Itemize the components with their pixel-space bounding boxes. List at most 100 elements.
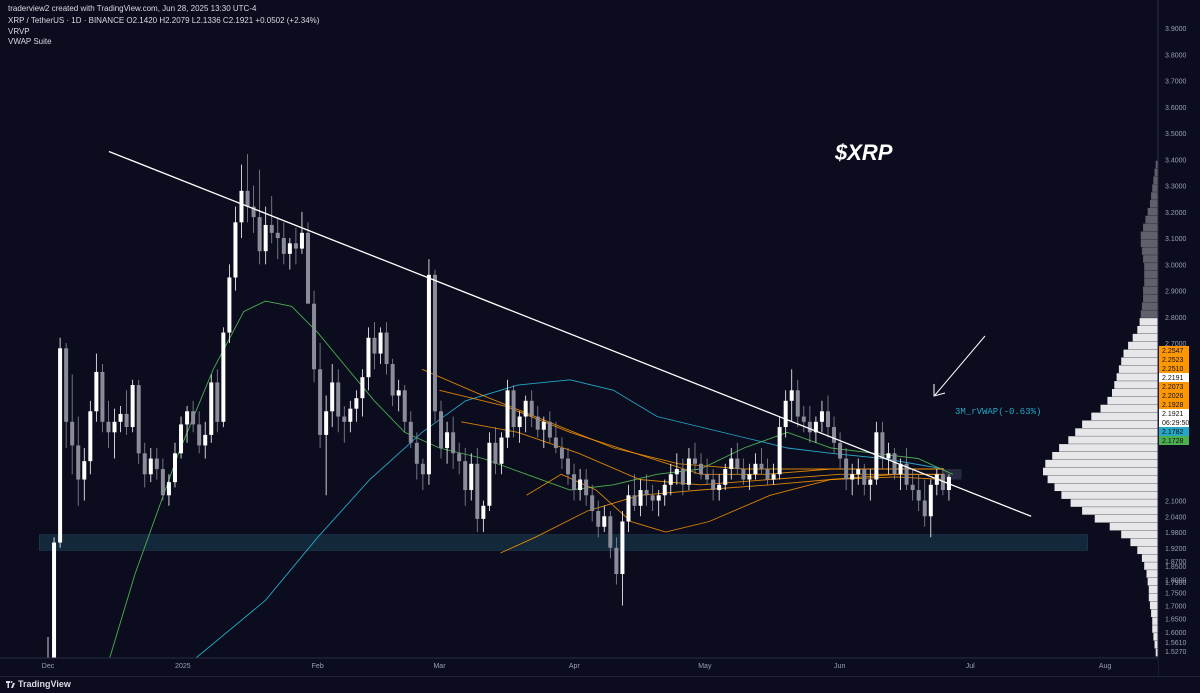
- volume-profile-bar: [1121, 357, 1158, 366]
- indicator-vrvp[interactable]: VRVP: [8, 27, 30, 36]
- price-badge-label: 06:29:50: [1162, 420, 1189, 427]
- time-axis[interactable]: Dec 2025 Feb Mar Apr May Jun Jul Aug: [0, 657, 1158, 676]
- volume-profile-bar: [1144, 263, 1158, 271]
- candle-body: [402, 390, 407, 422]
- candle-body: [729, 458, 734, 470]
- trendline-layer[interactable]: [108, 150, 1032, 517]
- volume-profile-bar: [1043, 467, 1158, 476]
- candle-body: [898, 463, 903, 475]
- price-tick-label: 3.5000: [1165, 131, 1187, 138]
- candle-body: [118, 413, 123, 422]
- candle-body: [481, 505, 486, 519]
- price-badge-label: 2.1782: [1162, 429, 1184, 436]
- candle-body: [64, 348, 69, 422]
- candle-body: [348, 408, 353, 422]
- price-tick-label: 3.7000: [1165, 79, 1187, 86]
- volume-profile-bar: [1059, 444, 1158, 452]
- candle-body: [904, 463, 909, 485]
- volume-profile-bar: [1143, 223, 1158, 232]
- candle-body: [620, 521, 625, 575]
- time-tick-label: Aug: [1099, 663, 1112, 670]
- candle-body: [735, 458, 740, 470]
- price-tick-label: 1.5270: [1165, 649, 1187, 656]
- price-tick-label: 3.8000: [1165, 52, 1187, 59]
- candle-body: [559, 448, 564, 459]
- volume-profile-bar: [1147, 207, 1158, 216]
- price-tick-label: 3.3000: [1165, 184, 1187, 191]
- candle-body: [626, 495, 631, 522]
- candle-body: [457, 453, 462, 462]
- price-tick-label: 2.1000: [1165, 499, 1187, 506]
- candle-body: [711, 479, 716, 491]
- candle-body: [668, 474, 673, 485]
- volume-profile-bar: [1121, 530, 1158, 539]
- candle-body: [838, 442, 843, 459]
- price-tick-label: 1.6500: [1165, 617, 1187, 624]
- candle-body: [420, 463, 425, 475]
- candle-body: [354, 398, 359, 409]
- volume-profile-bar: [1068, 436, 1158, 444]
- candle-body: [130, 385, 135, 428]
- candle-body: [432, 274, 437, 412]
- candle-body: [52, 542, 57, 669]
- volume-profile-bar: [1155, 648, 1158, 657]
- candle-body: [281, 238, 286, 254]
- volume-profile-bar: [1144, 270, 1158, 279]
- price-badge: [1159, 418, 1189, 427]
- candle-body: [741, 469, 746, 480]
- candle-body: [759, 463, 764, 470]
- symbol-info[interactable]: XRP / TetherUS · 1D · BINANCE O2.1420 H2…: [8, 16, 320, 25]
- candle-body: [233, 222, 238, 278]
- price-axis[interactable]: 3.9000 3.8000 3.7000 3.6000 3.5000 3.4000 3.30…: [1157, 0, 1200, 676]
- volume-profile-bar: [1151, 192, 1158, 200]
- candle-body: [910, 484, 915, 491]
- indicator-vwap-suite[interactable]: VWAP Suite: [8, 37, 52, 46]
- price-badge-label: 2.2523: [1162, 357, 1184, 364]
- candle-body: [378, 332, 383, 354]
- arrow-annotation: [933, 335, 986, 397]
- candle-body: [312, 303, 317, 370]
- volume-profile-bar: [1155, 160, 1158, 169]
- candle-body: [553, 437, 558, 449]
- candle-body: [614, 547, 619, 575]
- descending-trendline[interactable]: [108, 150, 1032, 517]
- price-badge-label: 2.1921: [1162, 411, 1184, 418]
- volume-profile-bar: [1143, 294, 1158, 303]
- candle-body: [203, 434, 208, 446]
- candle-body: [807, 421, 812, 433]
- candle-body: [638, 490, 643, 506]
- candle-body: [892, 453, 897, 475]
- candle-body: [257, 217, 262, 252]
- candle-body: [172, 453, 177, 483]
- volume-profile-bar: [1149, 200, 1158, 208]
- price-tick-label: 1.5610: [1165, 640, 1187, 647]
- candle-body: [221, 332, 226, 422]
- volume-profile-bar: [1075, 428, 1158, 436]
- candle-body: [680, 469, 685, 485]
- volume-profile-bar: [1116, 373, 1158, 381]
- candle-body: [148, 458, 153, 475]
- candle-body: [565, 458, 570, 475]
- candle-body: [541, 421, 546, 430]
- volume-profile-bar: [1132, 333, 1158, 342]
- candle-body: [287, 243, 292, 254]
- candle-body: [856, 469, 861, 475]
- candle-body: [692, 458, 697, 464]
- candle-body: [868, 479, 873, 485]
- orange-vwap-line: [461, 421, 945, 486]
- price-tick-label: 1.6000: [1165, 630, 1187, 637]
- price-badge-label: 2.1928: [1162, 402, 1184, 409]
- volume-profile-bar: [1070, 499, 1158, 507]
- candle-body: [493, 442, 498, 464]
- candle-body: [499, 437, 504, 464]
- price-tick-label: 3.6000: [1165, 105, 1187, 112]
- price-tick-label: 1.8500: [1165, 564, 1187, 571]
- candle-body: [753, 463, 758, 475]
- volume-profile-bar: [1118, 365, 1158, 373]
- candle-body: [251, 206, 256, 218]
- candle-body: [324, 411, 329, 435]
- tradingview-brand[interactable]: TradingView: [18, 679, 71, 689]
- volume-profile-bar: [1148, 585, 1158, 594]
- candle-body: [179, 424, 184, 454]
